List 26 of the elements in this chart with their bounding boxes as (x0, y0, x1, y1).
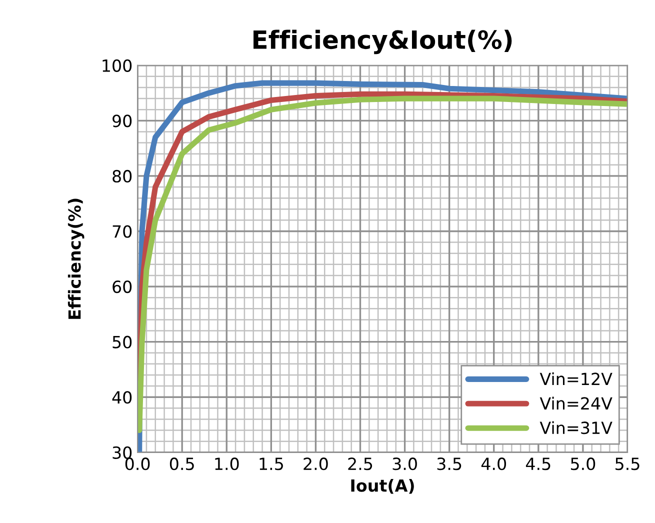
y-tick-label: 50 (112, 336, 132, 348)
x-tick-label: 5.0 (570, 458, 596, 470)
y-tick-label: 80 (112, 170, 132, 183)
y-tick-label: 90 (112, 114, 132, 128)
chart-title: Efficiency&Iout(%) (254, 30, 512, 54)
legend-label: Vin=24V (540, 396, 612, 410)
y-tick-label: 40 (112, 391, 132, 404)
x-tick-label: 5.5 (616, 458, 640, 470)
x-tick-label: 0.0 (125, 458, 150, 470)
x-tick-label: 4.5 (526, 458, 550, 470)
y-tick-label: 60 (112, 280, 132, 294)
y-tick-label: 70 (112, 225, 132, 238)
x-tick-label: 3.5 (437, 458, 462, 470)
x-tick-label: 3.0 (392, 458, 417, 470)
legend-label: Vin=12V (540, 372, 612, 385)
y-tick-label: 30 (112, 446, 132, 459)
x-tick-label: 0.5 (170, 458, 194, 470)
x-tick-label: 4.0 (481, 458, 506, 470)
x-tick-label: 1.0 (215, 458, 239, 470)
x-tick-label: 2.0 (304, 458, 328, 470)
x-axis-title: Iout(A) (351, 478, 414, 494)
x-tick-label: 2.5 (348, 458, 372, 470)
x-tick-label: 1.5 (260, 458, 283, 470)
y-tick-label: 100 (102, 59, 132, 72)
legend-label: Vin=31V (540, 421, 612, 434)
y-axis-title: Efficiency(%) (68, 198, 84, 319)
